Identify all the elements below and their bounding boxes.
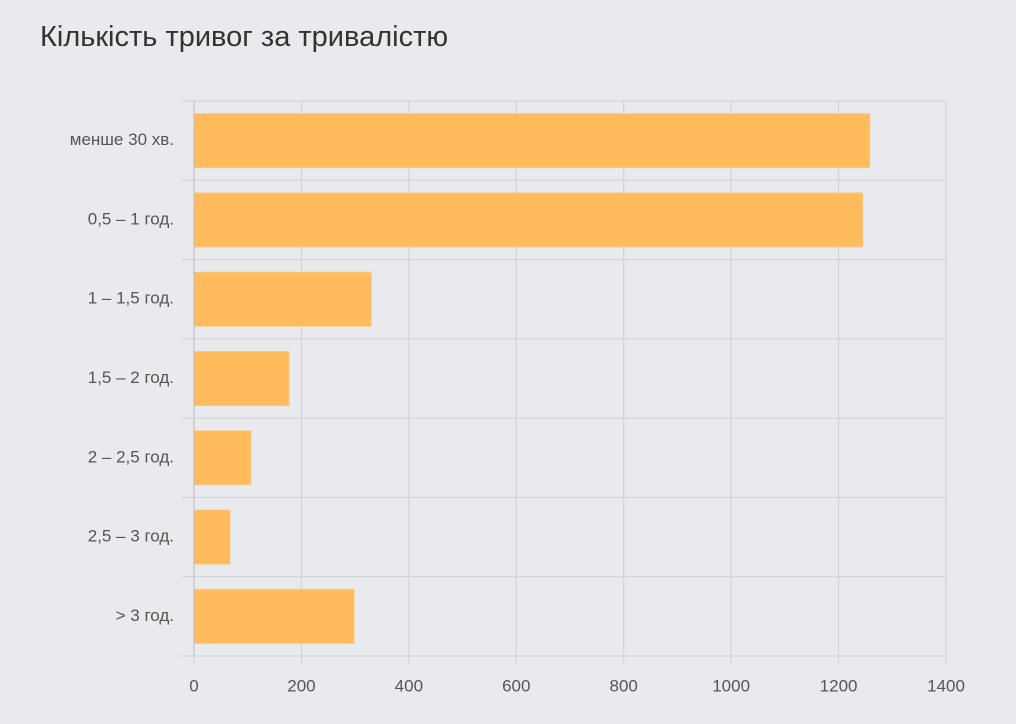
bar bbox=[193, 509, 231, 565]
y-tick-label: > 3 год. bbox=[116, 606, 174, 625]
x-tick-label: 1400 bbox=[927, 676, 965, 695]
bar bbox=[193, 113, 871, 169]
bar bbox=[193, 351, 290, 406]
y-tick-label: 2 – 2,5 год. bbox=[88, 447, 174, 466]
x-tick-label: 600 bbox=[502, 676, 530, 695]
y-tick-label: 0,5 – 1 год. bbox=[88, 209, 174, 228]
x-tick-label: 0 bbox=[189, 676, 198, 695]
y-tick-label: 2,5 – 3 год. bbox=[88, 527, 174, 546]
y-tick-label: 1,5 – 2 год. bbox=[88, 368, 174, 387]
y-tick-label: 1 – 1,5 год. bbox=[88, 289, 174, 308]
x-tick-label: 1200 bbox=[820, 676, 858, 695]
x-tick-label: 1000 bbox=[712, 676, 750, 695]
x-tick-label: 200 bbox=[287, 676, 315, 695]
y-tick-label: менше 30 хв. bbox=[70, 130, 174, 149]
bar bbox=[193, 430, 252, 486]
chart-title: Кількість тривог за тривалістю bbox=[40, 21, 448, 53]
x-tick-label: 800 bbox=[610, 676, 638, 695]
bar bbox=[193, 271, 372, 327]
bar bbox=[193, 192, 864, 248]
x-tick-label: 400 bbox=[395, 676, 423, 695]
bar bbox=[193, 588, 355, 644]
